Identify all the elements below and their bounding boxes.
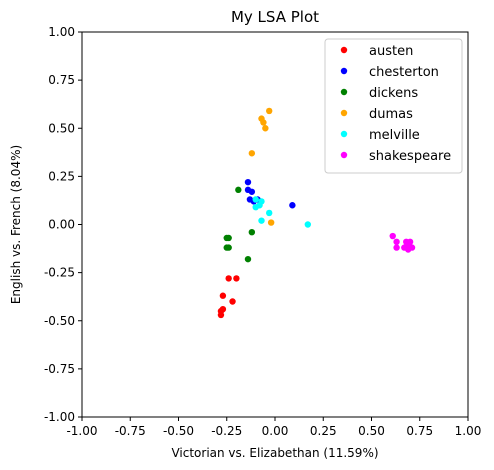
point-dumas xyxy=(266,107,273,115)
point-austen xyxy=(219,306,227,313)
point-shakespeare xyxy=(404,240,412,247)
point-melville xyxy=(258,198,265,205)
legend-marker-dickens xyxy=(340,88,348,96)
legend-marker-austen xyxy=(340,46,348,54)
point-dumas xyxy=(267,219,275,226)
point-austen xyxy=(233,275,240,282)
legend-label-chesterton: chesterton xyxy=(369,65,439,80)
x-axis-label: Victorian vs. Elizabethan (11.59%) xyxy=(171,446,378,460)
y-axis-label: English vs. French (8.04%) xyxy=(9,145,23,304)
point-shakespeare xyxy=(393,238,400,246)
point-melville xyxy=(266,209,273,217)
x-tick-label: -0.75 xyxy=(115,424,146,438)
legend-label-dumas: dumas xyxy=(369,107,413,122)
point-austen xyxy=(219,292,227,299)
point-dickens xyxy=(248,229,256,236)
point-dickens xyxy=(235,186,242,194)
x-tick-label: -0.25 xyxy=(211,424,242,438)
point-dickens xyxy=(225,234,232,242)
point-dickens xyxy=(225,244,232,251)
point-melville xyxy=(258,217,265,224)
point-dumas xyxy=(248,150,256,157)
chart-title: My LSA Plot xyxy=(231,8,319,26)
axes: -1.00 -0.75 -0.50 -0.25 0.00 0.25 0.50 0.75 1.00… xyxy=(44,25,481,438)
point-austen xyxy=(217,311,225,319)
y-tick-label: -1.00 xyxy=(44,410,75,424)
data-points xyxy=(217,107,416,319)
x-tick-label: 0.75 xyxy=(406,424,433,438)
plot-frame xyxy=(81,31,469,418)
y-tick-label: 0.75 xyxy=(48,73,75,87)
point-shakespeare xyxy=(393,244,400,251)
point-shakespeare xyxy=(389,232,396,240)
legend: austen chesterton dickens dumas melville shak… xyxy=(324,38,463,174)
legend-box xyxy=(324,38,463,174)
legend-marker-dumas xyxy=(340,109,348,117)
x-tick-label: 0.50 xyxy=(358,424,385,438)
x-tick-label: 0.00 xyxy=(262,424,289,438)
legend-marker-shakespeare xyxy=(340,151,348,159)
x-tick-label: 0.25 xyxy=(310,424,337,438)
y-tick-label: -0.75 xyxy=(44,362,75,376)
point-dickens xyxy=(244,255,252,263)
point-melville xyxy=(252,203,259,211)
x-tick-label: -1.00 xyxy=(66,424,97,438)
y-tick-label: 0.25 xyxy=(48,169,75,183)
legend-label-dickens: dickens xyxy=(369,86,418,101)
point-chesterton xyxy=(289,202,296,209)
x-tick-label: 1.00 xyxy=(455,424,482,438)
x-tick-label: -0.50 xyxy=(163,424,194,438)
y-tick-label: -0.50 xyxy=(44,314,75,328)
legend-marker-chesterton xyxy=(340,67,348,75)
legend-label-austen: austen xyxy=(369,44,413,59)
point-chesterton xyxy=(248,188,256,195)
point-dumas xyxy=(260,119,267,126)
legend-label-shakespeare: shakespeare xyxy=(369,149,451,164)
point-melville xyxy=(252,196,259,203)
legend-label-melville: melville xyxy=(369,128,420,143)
legend-marker-melville xyxy=(340,130,348,138)
y-tick-label: -0.25 xyxy=(44,266,75,280)
y-tick-label: 0.50 xyxy=(48,121,75,135)
point-dumas xyxy=(262,125,269,132)
point-melville xyxy=(304,221,312,228)
point-austen xyxy=(229,298,236,305)
point-chesterton xyxy=(244,178,252,186)
point-austen xyxy=(225,275,232,282)
y-tick-label: 1.00 xyxy=(48,25,75,39)
y-tick-label: 0.00 xyxy=(48,218,75,232)
